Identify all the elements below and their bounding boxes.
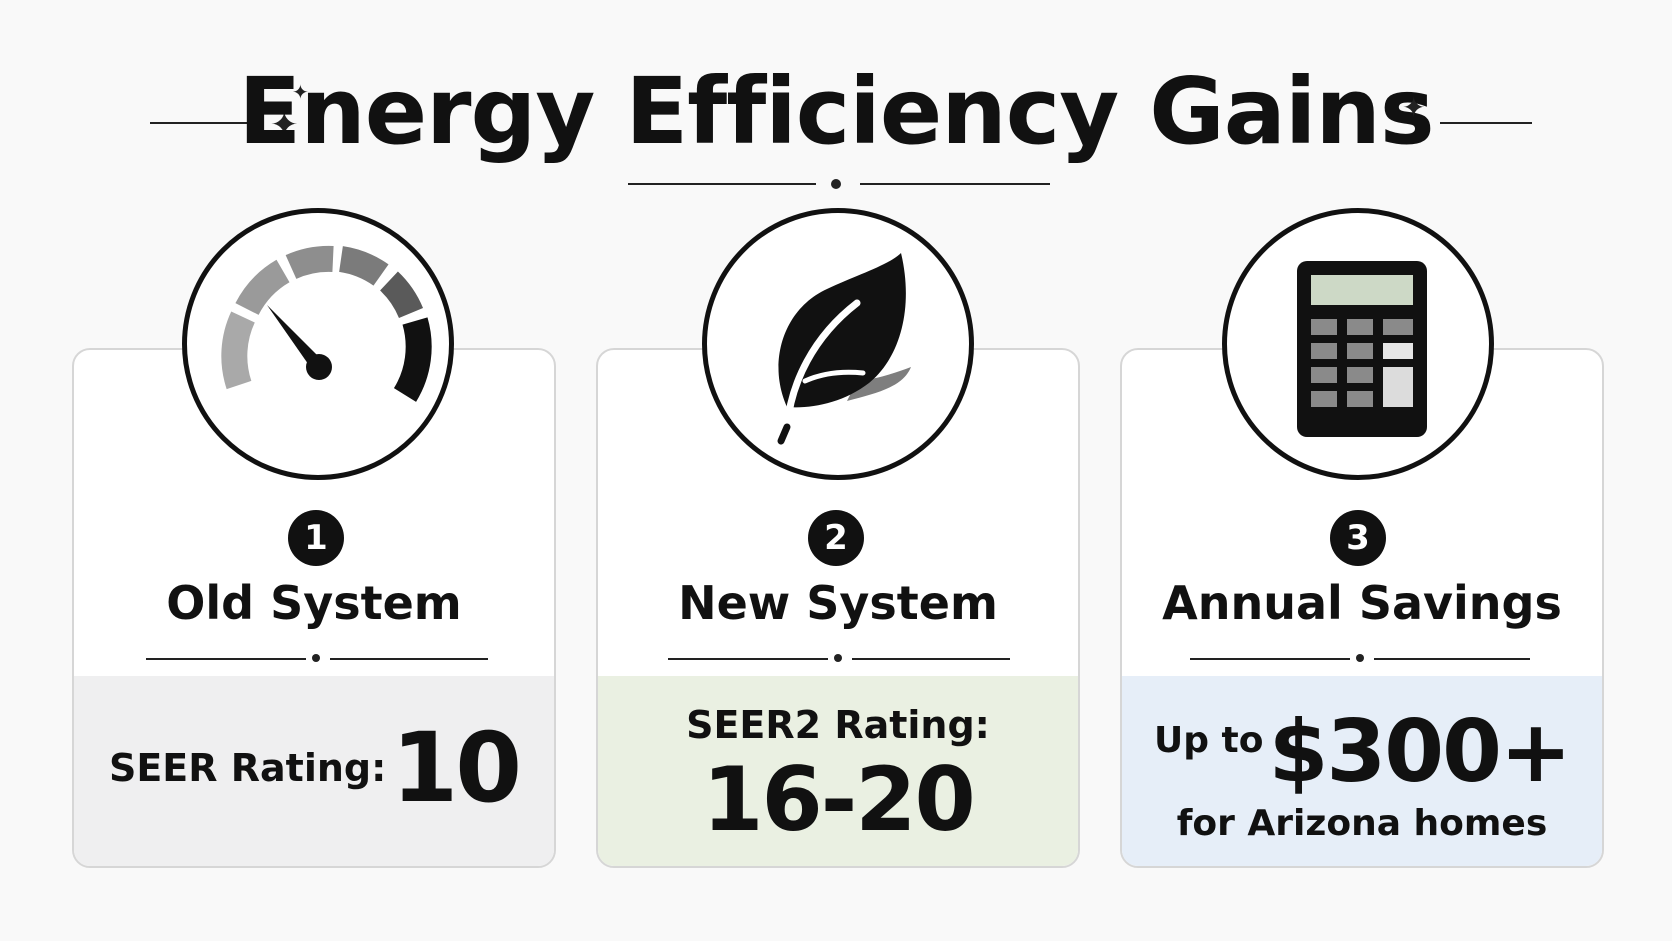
icon-circle <box>182 208 454 480</box>
calculator-icon <box>1297 261 1427 437</box>
speedometer-icon <box>221 245 432 402</box>
title-left-line <box>150 122 256 124</box>
step-number-badge: 1 <box>288 510 344 566</box>
title-underline-right <box>860 183 1050 185</box>
savings-prefix: Up to <box>1154 720 1264 761</box>
sparkle-icon: ✦ <box>270 105 299 145</box>
card-divider <box>1374 658 1530 660</box>
rating-value: 16-20 <box>702 748 975 851</box>
sparkle-icon: ✦ <box>1402 91 1426 124</box>
step-number-badge: 3 <box>1330 510 1386 566</box>
card-title: Annual Savings <box>1162 576 1562 630</box>
card-annual-savings <box>1120 348 1604 868</box>
savings-suffix: for Arizona homes <box>1176 803 1548 844</box>
card-title: New System <box>678 576 998 630</box>
card-divider <box>852 658 1010 660</box>
card-divider-dot <box>834 654 842 662</box>
card-divider <box>668 658 828 660</box>
rating-value: 10 <box>391 712 522 824</box>
card-divider <box>1190 658 1350 660</box>
old-rating-row: SEER Rating: 10 <box>72 712 556 824</box>
card-old-system <box>72 348 556 868</box>
new-rating-panel <box>598 676 1078 866</box>
card-divider <box>330 658 488 660</box>
card-title: Old System <box>166 576 462 630</box>
old-rating-panel <box>74 676 554 866</box>
icon-circle <box>1222 208 1494 480</box>
rating-label: SEER2 Rating: <box>686 703 990 747</box>
title-right-line <box>1440 122 1532 124</box>
step-number-badge: 2 <box>808 510 864 566</box>
savings-panel <box>1122 676 1602 866</box>
title-underline-dot <box>831 179 841 189</box>
title-underline-left <box>628 183 816 185</box>
savings-value: $300+ <box>1268 702 1572 802</box>
savings-row: Up to $300+ <box>1120 702 1604 802</box>
card-new-system <box>596 348 1080 868</box>
rating-label: SEER Rating: <box>108 746 387 790</box>
leaf-icon <box>777 253 911 445</box>
sparkle-icon: ✦ <box>292 80 309 104</box>
page-title: Energy Efficiency Gains <box>238 58 1434 165</box>
icon-circle <box>702 208 974 480</box>
card-divider-dot <box>1356 654 1364 662</box>
card-divider <box>146 658 306 660</box>
card-divider-dot <box>312 654 320 662</box>
